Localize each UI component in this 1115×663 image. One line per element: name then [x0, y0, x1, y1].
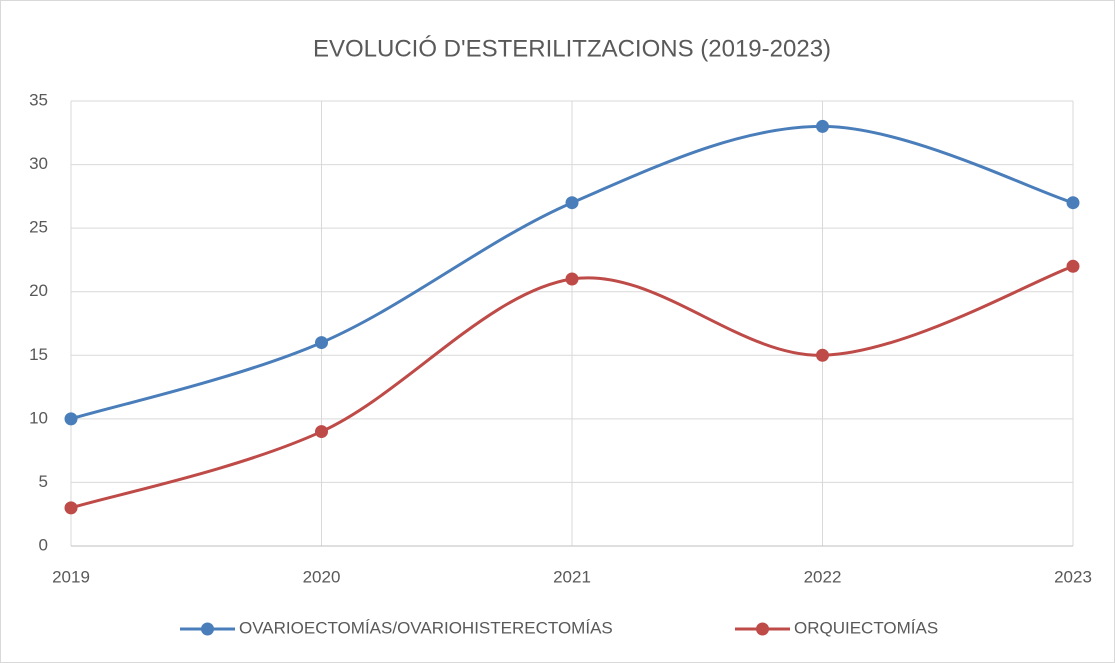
- x-tick-label: 2020: [303, 567, 341, 586]
- marker: [816, 119, 829, 133]
- y-tick-label: 30: [29, 154, 48, 173]
- x-tick-label: 2023: [1054, 567, 1092, 586]
- y-tick-label: 0: [39, 535, 48, 554]
- marker: [1066, 259, 1080, 273]
- marker: [1066, 196, 1080, 210]
- legend-marker: [201, 622, 214, 636]
- marker: [64, 501, 78, 515]
- marker: [315, 425, 328, 439]
- y-tick-label: 20: [29, 281, 48, 300]
- y-tick-label: 10: [29, 408, 48, 427]
- legend-label: OVARIOECTOMÍAS/OVARIOHISTERECTOMÍAS: [239, 618, 613, 637]
- legend-marker: [756, 622, 769, 636]
- y-tick-label: 35: [29, 90, 48, 109]
- marker: [565, 272, 579, 286]
- marker: [64, 412, 78, 426]
- y-tick-label: 15: [29, 345, 48, 364]
- x-tick-label: 2019: [52, 567, 90, 586]
- y-tick-label: 5: [39, 472, 48, 491]
- marker: [315, 336, 328, 350]
- x-tick-label: 2021: [553, 567, 591, 586]
- chart-title: EVOLUCIÓ D'ESTERILITZACIONS (2019-2023): [313, 35, 831, 62]
- legend-label: ORQUIECTOMÍAS: [794, 618, 938, 637]
- marker: [565, 196, 579, 210]
- marker: [816, 348, 829, 362]
- y-tick-label: 25: [29, 218, 48, 237]
- x-tick-label: 2022: [804, 567, 842, 586]
